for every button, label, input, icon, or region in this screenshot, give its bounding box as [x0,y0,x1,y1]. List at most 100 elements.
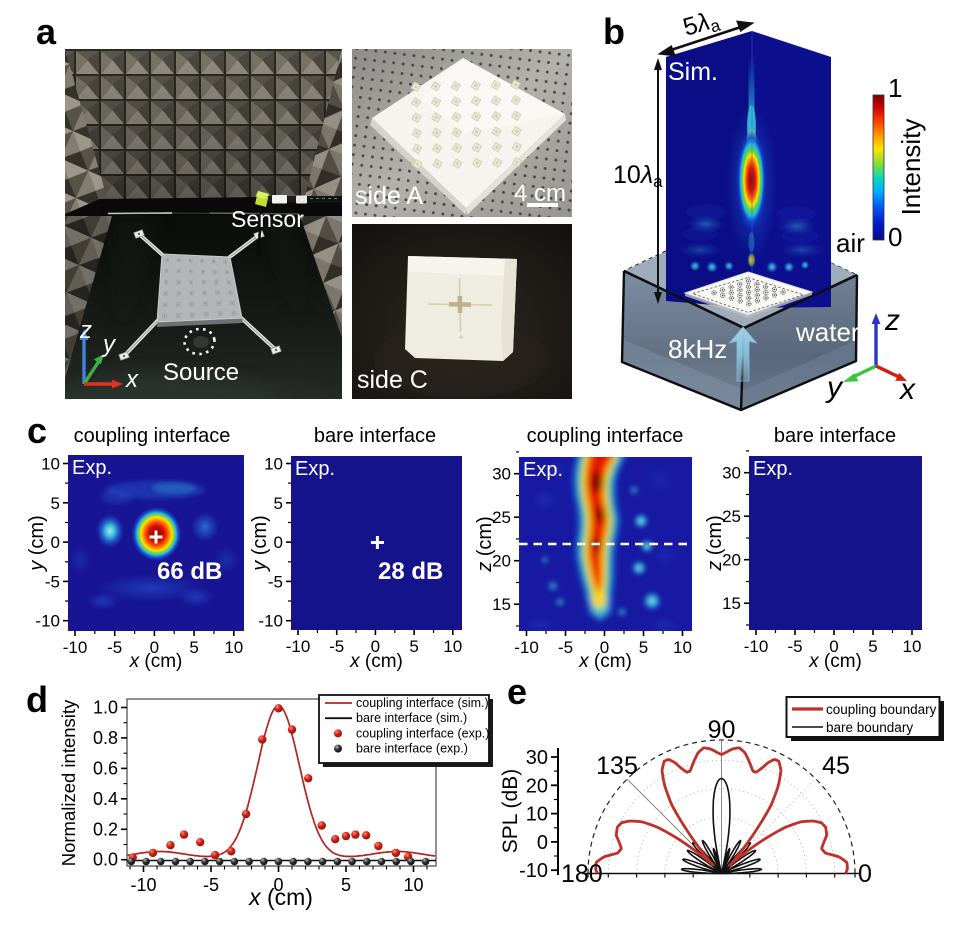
svg-text:0: 0 [274,533,283,552]
svg-text:side C: side C [357,366,428,394]
svg-text:-10: -10 [744,637,769,656]
svg-text:30: 30 [492,465,511,484]
svg-text:10: 10 [526,804,548,826]
svg-text:-10: -10 [514,638,539,657]
svg-text:Exp.: Exp. [753,458,793,480]
svg-text:0: 0 [51,533,60,552]
svg-text:15: 15 [722,594,741,613]
svg-text:5: 5 [341,875,351,895]
svg-text:10: 10 [673,638,692,657]
svg-text:135: 135 [596,752,638,780]
svg-text:Exp.: Exp. [523,459,563,481]
svg-text:-5: -5 [45,572,60,591]
svg-text:-5: -5 [107,638,122,657]
svg-text:Intensity: Intensity [896,119,926,216]
svg-text:bare interface (sim.): bare interface (sim.) [356,711,467,725]
svg-text:5: 5 [868,637,877,656]
svg-text:coupling interface: coupling interface [527,425,684,447]
svg-text:-5: -5 [203,875,219,895]
svg-text:Source: Source [163,359,239,386]
svg-text:0: 0 [888,222,902,252]
svg-text:Sensor: Sensor [231,206,304,232]
svg-text:bare interface: bare interface [774,425,896,447]
svg-text:air: air [836,228,865,258]
svg-text:coupling interface (exp.): coupling interface (exp.) [356,726,489,740]
svg-text:0.2: 0.2 [93,819,118,839]
svg-text:y (cm): y (cm) [249,515,271,573]
svg-text:x (cm): x (cm) [129,651,183,672]
svg-text:-5: -5 [558,638,573,657]
svg-text:y: y [825,371,844,404]
svg-text:z (cm): z (cm) [474,516,496,573]
svg-text:-5: -5 [787,637,802,656]
svg-text:180: 180 [561,860,603,888]
svg-text:10: 10 [903,637,922,656]
svg-text:66 dB: 66 dB [157,558,222,585]
svg-text:-10: -10 [63,638,88,657]
svg-text:10: 10 [403,875,423,895]
svg-text:90: 90 [708,716,736,744]
svg-text:coupling interface (sim.): coupling interface (sim.) [356,696,489,710]
svg-text:30: 30 [526,747,548,769]
svg-text:bare interface (exp.): bare interface (exp.) [356,742,468,756]
svg-text:x (cm): x (cm) [349,651,403,672]
svg-text:z: z [79,317,92,344]
svg-text:15: 15 [492,595,511,614]
svg-text:-10: -10 [35,612,60,631]
svg-text:0: 0 [858,860,872,888]
svg-text:-5: -5 [268,572,283,591]
svg-text:5: 5 [189,638,198,657]
svg-text:0.0: 0.0 [93,850,118,870]
svg-text:Exp.: Exp. [72,457,112,479]
svg-text:5: 5 [409,637,418,656]
svg-text:0.4: 0.4 [93,789,118,809]
svg-text:coupling boundary: coupling boundary [826,702,937,717]
svg-text:8kHz: 8kHz [668,334,727,364]
svg-text:45: 45 [822,752,850,780]
svg-text:-10: -10 [258,612,283,631]
svg-text:x (cm): x (cm) [248,884,313,910]
svg-text:28 dB: 28 dB [378,558,443,585]
svg-text:30: 30 [722,464,741,483]
svg-text:b: b [603,11,625,52]
svg-text:SPL (dB): SPL (dB) [499,769,522,853]
svg-text:Normalized intensity: Normalized intensity [58,699,79,866]
svg-text:10: 10 [443,637,462,656]
svg-text:4 cm: 4 cm [514,180,566,207]
svg-text:x: x [898,373,916,406]
svg-text:side A: side A [355,182,423,210]
svg-text:coupling interface: coupling interface [74,425,231,447]
svg-text:1.0: 1.0 [93,698,118,718]
svg-text:1: 1 [888,73,902,103]
svg-text:-10: -10 [130,875,156,895]
svg-text:c: c [27,410,47,451]
svg-text:-10: -10 [286,637,311,656]
svg-text:20: 20 [526,775,548,797]
svg-text:x (cm): x (cm) [808,651,862,672]
svg-text:5: 5 [51,494,60,513]
svg-text:5: 5 [274,494,283,513]
svg-text:d: d [26,679,48,720]
svg-text:5: 5 [639,638,648,657]
svg-text:y (cm): y (cm) [26,515,48,573]
svg-text:-5: -5 [329,637,344,656]
svg-text:x (cm): x (cm) [578,651,632,672]
svg-text:0.8: 0.8 [93,728,118,748]
svg-text:y: y [101,331,117,358]
svg-text:10: 10 [224,638,243,657]
svg-text:Sim.: Sim. [668,58,718,86]
svg-text:0.6: 0.6 [93,758,118,778]
svg-text:-10: -10 [519,860,548,882]
svg-text:z: z [884,304,900,337]
svg-text:a: a [36,11,57,52]
svg-text:e: e [507,671,527,712]
svg-text:bare boundary: bare boundary [826,720,913,735]
svg-text:0: 0 [537,832,548,854]
svg-text:10: 10 [41,455,60,474]
svg-text:water: water [795,317,860,347]
svg-text:10: 10 [264,455,283,474]
svg-text:bare interface: bare interface [314,425,436,447]
svg-text:z (cm): z (cm) [704,515,726,572]
svg-text:x: x [125,366,139,393]
svg-text:Exp.: Exp. [295,458,335,480]
